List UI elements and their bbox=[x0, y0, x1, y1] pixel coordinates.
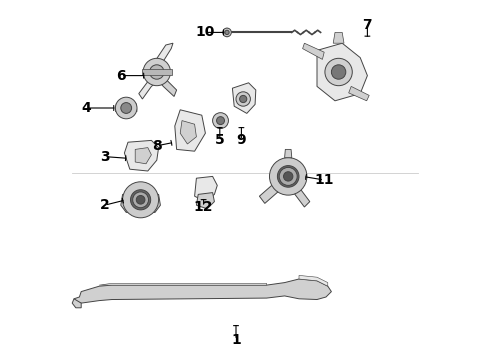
Circle shape bbox=[122, 182, 159, 218]
Circle shape bbox=[240, 95, 247, 103]
Polygon shape bbox=[135, 148, 151, 164]
Polygon shape bbox=[195, 176, 217, 202]
Circle shape bbox=[279, 167, 297, 185]
Circle shape bbox=[222, 28, 231, 37]
Polygon shape bbox=[142, 69, 172, 75]
Text: 9: 9 bbox=[237, 134, 246, 147]
Circle shape bbox=[331, 65, 346, 79]
Text: 6: 6 bbox=[116, 69, 125, 82]
Circle shape bbox=[213, 113, 228, 129]
Polygon shape bbox=[180, 121, 196, 144]
Circle shape bbox=[133, 192, 148, 208]
Text: 4: 4 bbox=[82, 101, 92, 115]
Circle shape bbox=[217, 117, 224, 125]
Polygon shape bbox=[294, 187, 310, 207]
Polygon shape bbox=[333, 32, 344, 43]
Circle shape bbox=[236, 92, 250, 106]
Circle shape bbox=[130, 190, 151, 210]
Polygon shape bbox=[232, 83, 256, 113]
Polygon shape bbox=[124, 140, 159, 171]
Polygon shape bbox=[121, 194, 160, 212]
Text: 3: 3 bbox=[100, 150, 109, 163]
Text: 11: 11 bbox=[315, 173, 334, 187]
Polygon shape bbox=[139, 79, 159, 99]
Circle shape bbox=[284, 172, 293, 181]
Polygon shape bbox=[349, 86, 369, 101]
Text: 7: 7 bbox=[363, 18, 372, 32]
Circle shape bbox=[277, 166, 299, 187]
Polygon shape bbox=[72, 299, 81, 308]
Text: 1: 1 bbox=[231, 333, 241, 347]
Circle shape bbox=[143, 58, 171, 86]
Polygon shape bbox=[159, 77, 176, 96]
Polygon shape bbox=[259, 184, 279, 203]
Polygon shape bbox=[155, 43, 173, 63]
Text: 2: 2 bbox=[100, 198, 109, 212]
Circle shape bbox=[270, 158, 307, 195]
Circle shape bbox=[121, 103, 132, 113]
Circle shape bbox=[325, 58, 352, 86]
Text: 10: 10 bbox=[195, 26, 214, 39]
Polygon shape bbox=[175, 110, 205, 151]
Circle shape bbox=[136, 195, 145, 204]
Polygon shape bbox=[299, 275, 328, 286]
Polygon shape bbox=[99, 283, 267, 285]
Text: 5: 5 bbox=[215, 134, 225, 147]
Polygon shape bbox=[303, 43, 324, 59]
Text: 12: 12 bbox=[194, 200, 213, 214]
Polygon shape bbox=[196, 193, 215, 209]
Polygon shape bbox=[317, 43, 368, 101]
Polygon shape bbox=[116, 104, 137, 112]
Polygon shape bbox=[285, 149, 292, 158]
Text: 8: 8 bbox=[152, 139, 162, 153]
Circle shape bbox=[116, 97, 137, 119]
Circle shape bbox=[225, 30, 229, 35]
Polygon shape bbox=[74, 279, 331, 303]
Circle shape bbox=[149, 65, 164, 79]
